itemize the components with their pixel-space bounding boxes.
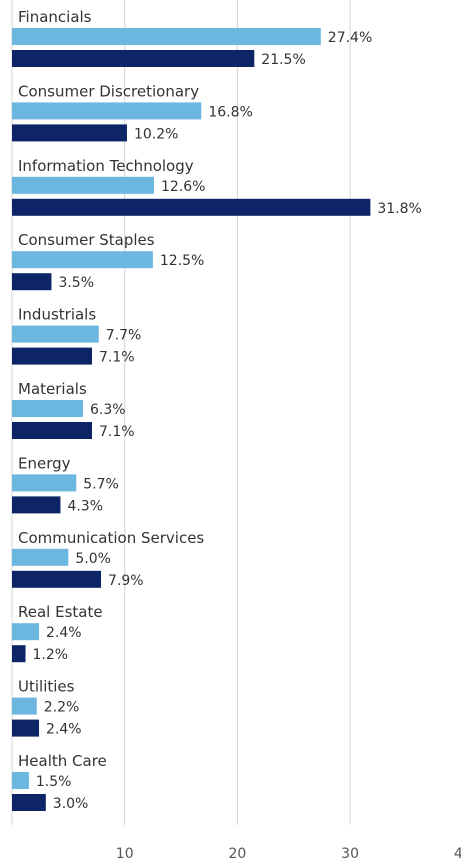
bar-utilities-series-2 (12, 719, 40, 737)
data-label-information-technology-series-1: 12.6% (161, 179, 205, 195)
category-label-financials: Financials (18, 8, 92, 26)
bar-industrials-series-2 (12, 347, 93, 365)
bar-financials-series-1 (12, 28, 321, 45)
bar-consumer-discretionary-series-1 (12, 102, 202, 120)
bar-information-technology-series-1 (12, 176, 155, 194)
category-label-consumer-staples: Consumer Staples (18, 231, 155, 249)
data-label-real-estate-series-2: 1.2% (33, 647, 69, 663)
bar-information-technology-series-2 (12, 198, 371, 216)
bar-health-care-series-1 (12, 772, 29, 789)
bar-consumer-staples-series-1 (12, 251, 153, 269)
x-tick-label: 10 (116, 846, 134, 862)
data-label-utilities-series-2: 2.4% (46, 722, 82, 738)
bar-energy-series-2 (12, 496, 61, 514)
x-tick-label: 20 (228, 846, 246, 862)
bar-industrials-series-1 (12, 325, 99, 343)
data-label-utilities-series-1: 2.2% (44, 700, 80, 716)
category-label-consumer-discretionary: Consumer Discretionary (18, 82, 199, 100)
bar-communication-services-series-2 (12, 570, 102, 588)
data-label-consumer-staples-series-1: 12.5% (160, 253, 204, 269)
category-label-communication-services: Communication Services (18, 529, 204, 547)
data-label-health-care-series-1: 1.5% (36, 774, 72, 790)
data-label-consumer-discretionary-series-1: 16.8% (208, 104, 252, 120)
bar-real-estate-series-1 (12, 623, 40, 641)
data-label-communication-services-series-2: 7.9% (108, 573, 144, 589)
x-tick-label: 30 (341, 846, 359, 862)
category-label-energy: Energy (18, 454, 71, 472)
x-tick-label: 40 (454, 846, 461, 862)
category-label-real-estate: Real Estate (18, 603, 103, 621)
labels: Financials 27.4% 21.5% Consumer Discretiona… (18, 8, 422, 812)
category-label-industrials: Industrials (18, 306, 96, 324)
bar-consumer-staples-series-2 (12, 273, 52, 291)
data-label-industrials-series-2: 7.1% (99, 350, 135, 366)
bar-utilities-series-1 (12, 697, 37, 715)
data-label-materials-series-1: 6.3% (90, 402, 126, 418)
category-label-materials: Materials (18, 380, 87, 398)
data-label-financials-series-2: 21.5% (261, 52, 305, 68)
data-label-materials-series-2: 7.1% (99, 424, 135, 440)
data-label-communication-services-series-1: 5.0% (75, 551, 111, 567)
x-axis-ticks: 10 20 30 40 (116, 846, 461, 862)
bar-communication-services-series-1 (12, 548, 69, 566)
bar-consumer-discretionary-series-2 (12, 124, 127, 142)
bar-energy-series-1 (12, 474, 77, 492)
bar-real-estate-series-2 (12, 645, 26, 663)
category-label-information-technology: Information Technology (18, 157, 194, 175)
bar-materials-series-2 (12, 422, 93, 439)
data-label-industrials-series-1: 7.7% (106, 328, 142, 344)
data-label-information-technology-series-2: 31.8% (377, 201, 421, 217)
bars (12, 28, 371, 811)
data-label-financials-series-1: 27.4% (328, 30, 372, 46)
bar-financials-series-2 (12, 50, 255, 67)
category-label-health-care: Health Care (18, 752, 107, 770)
data-label-real-estate-series-1: 2.4% (46, 625, 82, 641)
bar-materials-series-1 (12, 400, 84, 417)
data-label-consumer-discretionary-series-2: 10.2% (134, 126, 178, 142)
bar-health-care-series-2 (12, 794, 46, 811)
data-label-energy-series-1: 5.7% (83, 476, 119, 492)
data-label-consumer-staples-series-2: 3.5% (58, 275, 94, 291)
category-label-utilities: Utilities (18, 678, 75, 696)
data-label-energy-series-2: 4.3% (67, 498, 103, 514)
data-label-health-care-series-2: 3.0% (53, 796, 89, 812)
